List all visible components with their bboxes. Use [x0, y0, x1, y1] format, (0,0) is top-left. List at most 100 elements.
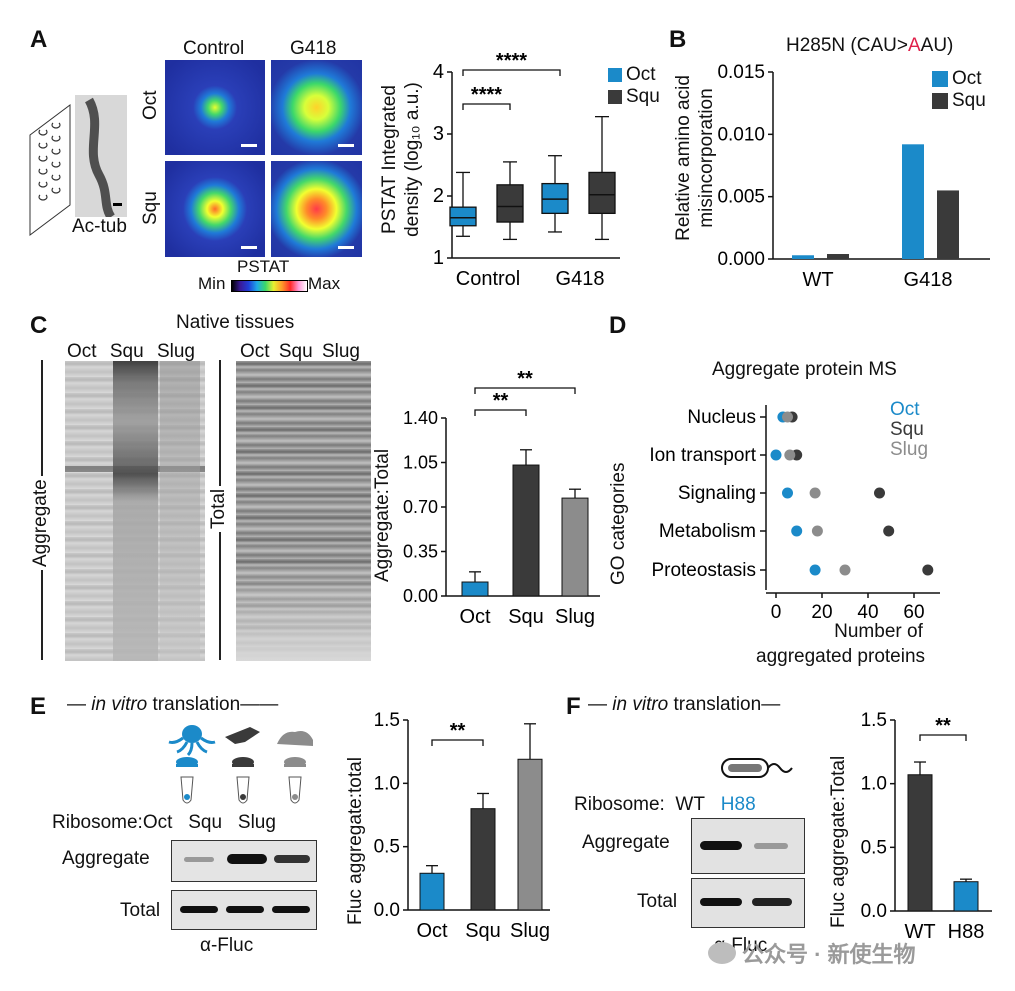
e-lane-squ: Squ — [188, 812, 223, 833]
f-total-blot — [691, 878, 805, 928]
bacterium-icon — [721, 758, 793, 778]
octopus-icon — [168, 725, 216, 804]
a-y-tick-label: 4 — [433, 61, 444, 83]
e-y-tick-label: 0.5 — [374, 837, 400, 858]
e-bar — [517, 758, 543, 911]
slug-icon — [277, 731, 313, 804]
e-ribosome-row: Ribosome:Oct Squ Slug — [52, 812, 276, 834]
b-bar-oct — [792, 255, 814, 259]
panel-c-label: C — [30, 312, 48, 339]
heatmap-squ-control — [165, 161, 265, 257]
b-x-tick-label: G418 — [904, 269, 953, 291]
d-xlabel-line2: aggregated proteins — [756, 646, 926, 667]
d-y-tick-label: Ion transport — [649, 445, 756, 466]
e-blot-label-total: Total — [120, 900, 161, 921]
colorbar — [231, 280, 308, 292]
panel-b-label: B — [669, 26, 687, 53]
e-bar — [419, 872, 445, 911]
c-lane-oct-1: Oct — [67, 341, 97, 362]
d-point-slug — [839, 564, 851, 576]
f-lane-wt: WT — [675, 794, 705, 815]
b-legend-oct: Oct — [952, 68, 982, 89]
a-box-squ — [588, 171, 616, 215]
c-y-tick-label: 0.35 — [403, 542, 438, 562]
f-sig-bracket — [919, 734, 967, 741]
e-ylabel: Fluc aggregate:total — [345, 757, 366, 925]
c-y-tick-label: 0.00 — [403, 586, 438, 606]
c-total-gel — [236, 361, 371, 661]
d-point-squ — [883, 525, 895, 537]
e-x-tick-label: Squ — [465, 920, 501, 942]
a-legend: Oct Squ — [608, 64, 660, 108]
a-legend-swatch-squ — [608, 90, 622, 104]
e-aggregate-blot — [171, 840, 317, 882]
c-x-tick-label: Squ — [508, 606, 544, 628]
e-header-italic: in vitro — [91, 694, 148, 715]
d-y-tick-label: Nucleus — [687, 407, 756, 428]
a-box-oct — [449, 206, 477, 227]
colorbar-title: PSTAT — [237, 257, 290, 276]
squid-icon — [225, 727, 260, 804]
a-y-tick-label: 2 — [433, 185, 444, 207]
c-lane-squ-2: Squ — [278, 341, 313, 362]
b-legend-swatch-oct — [932, 71, 948, 87]
e-sig-bracket — [431, 739, 484, 746]
e-header: — in vitro translation—— — [67, 694, 279, 715]
f-y-tick-label: 1.5 — [861, 710, 887, 731]
d-point-slug — [782, 411, 793, 423]
a-x-tick-label: Control — [456, 268, 520, 290]
c-sig-bracket — [474, 387, 576, 394]
c-y-tick-label: 1.05 — [403, 453, 438, 473]
c-y-tick-label: 0.70 — [403, 497, 438, 517]
b-x-tick-label: WT — [802, 269, 833, 291]
c-bar — [561, 497, 589, 597]
a-sig-bracket — [462, 103, 511, 110]
a-y-tick-label: 3 — [433, 123, 444, 145]
e-total-blot — [171, 890, 317, 930]
c-bar — [512, 464, 540, 597]
c-x-tick-label: Slug — [555, 606, 595, 628]
d-legend-oct: Oct — [890, 399, 920, 420]
c-lane-oct-2: Oct — [240, 341, 270, 362]
c-bar — [461, 581, 489, 597]
c-lane-slug-1: Slug — [156, 341, 195, 362]
e-x-tick-label: Oct — [416, 920, 448, 942]
c-aggregate-gel — [65, 361, 205, 661]
b-y-tick-label: 0.010 — [717, 124, 765, 145]
e-y-tick-label: 0.0 — [374, 900, 400, 921]
b-title-prefix: H285N (CAU> — [786, 35, 908, 56]
f-x-tick-label: H88 — [948, 921, 985, 943]
c-y-tick-label: 1.40 — [403, 408, 438, 428]
f-header-italic: in vitro — [612, 694, 669, 715]
c-gel-title: Native tissues — [176, 312, 295, 333]
c-lanes-aggregate: Oct Squ Slug — [67, 341, 195, 363]
d-y-tick-label: Signaling — [678, 483, 756, 504]
d-ylabel: GO categories — [608, 462, 629, 586]
e-bar — [470, 808, 496, 911]
colorbar-min: Min — [198, 274, 226, 293]
d-point-oct — [809, 564, 821, 576]
f-sig-label: ** — [935, 715, 951, 737]
panel-d-label: D — [609, 312, 627, 339]
f-y-tick-label: 0.0 — [861, 901, 887, 922]
d-x-tick-label: 40 — [857, 602, 878, 623]
f-ylabel: Fluc aggregate:Total — [828, 755, 849, 928]
d-xlabel-line1: Number of — [834, 621, 923, 642]
b-bar-oct — [902, 144, 924, 259]
f-header: — in vitro translation— — [588, 694, 781, 715]
c-side-total: Total — [208, 485, 230, 532]
b-ylabel-line1: Relative amino acid — [673, 75, 694, 241]
e-y-tick-label: 1.0 — [374, 773, 400, 794]
b-legend: Oct Squ — [932, 68, 986, 112]
heatmap-oct-g418 — [271, 60, 362, 155]
b-legend-squ: Squ — [952, 90, 986, 111]
a-box-squ — [496, 184, 524, 223]
ac-tub-label: Ac-tub — [72, 216, 127, 237]
e-blot-label-aggregate: Aggregate — [62, 848, 150, 869]
c-lanes-total: Oct Squ Slug — [240, 341, 360, 363]
f-aggregate-blot — [691, 818, 805, 874]
panel-a-label: A — [30, 26, 48, 53]
c-sig-label: ** — [493, 390, 509, 412]
panel-f-label: F — [566, 693, 581, 720]
d-point-squ — [874, 487, 885, 499]
